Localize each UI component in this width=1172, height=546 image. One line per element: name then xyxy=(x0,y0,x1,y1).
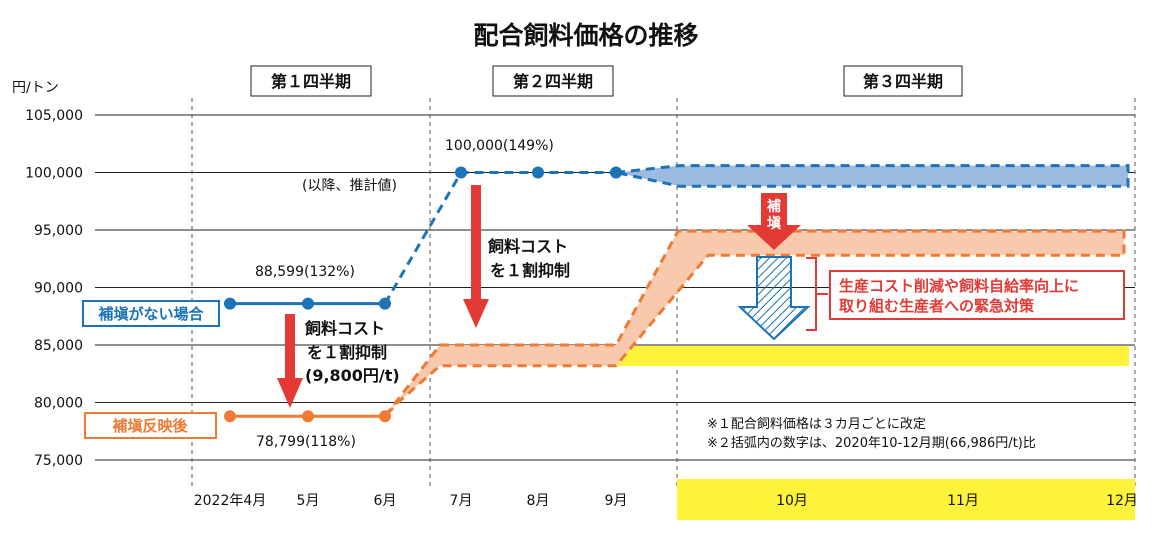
subsidy-arrow-label-2: 塡 xyxy=(767,215,782,232)
data-point-no-subsidy xyxy=(610,166,622,179)
band-subsidy xyxy=(383,229,1126,418)
point-label-subsidy: 78,799(118%) xyxy=(256,434,356,450)
subsidy-arrow xyxy=(747,193,801,250)
y-axis-label: 円/トン xyxy=(12,80,59,96)
x-tick-label: 7月 xyxy=(450,493,473,509)
x-tick-label: 8月 xyxy=(527,493,550,509)
legend-no-subsidy: 補塡がない場合 xyxy=(82,300,220,327)
data-point-subsidy xyxy=(224,410,236,423)
quarter-header-label: 第１四半期 xyxy=(271,72,351,91)
data-point-no-subsidy xyxy=(224,297,236,310)
series-line-no-subsidy-estimate xyxy=(383,171,616,305)
y-tick-label: 100,000 xyxy=(25,166,83,182)
data-point-no-subsidy xyxy=(455,166,467,179)
emergency-box xyxy=(829,270,1125,320)
band-no-subsidy-q3 xyxy=(615,164,1130,188)
x-tick-label: 2022年4月 xyxy=(194,493,267,509)
y-axis-ticks: 105,000 100,000 95,000 90,000 85,000 80,000 75… xyxy=(25,108,83,469)
quarter-header-label: 第２四半期 xyxy=(513,72,593,91)
note-1: ※１配合飼料価格は３カ月ごとに改定 xyxy=(707,416,926,432)
point-label-no-subsidy: 88,599(132%) xyxy=(255,264,355,280)
arrow-q1-text-2: を１割抑制 xyxy=(307,343,387,362)
arrow-q1-text-3: (9,800円/t) xyxy=(305,366,400,385)
y-tick-label: 95,000 xyxy=(34,223,83,239)
quarter-header-box xyxy=(492,65,614,97)
series-points xyxy=(224,166,622,423)
arrow-q1-text-1: 飼料コスト xyxy=(304,319,385,338)
data-point-no-subsidy xyxy=(302,297,314,310)
y-tick-label: 85,000 xyxy=(34,338,83,354)
x-tick-label: 9月 xyxy=(605,493,628,509)
q3-axis-highlight xyxy=(677,479,1135,520)
note-2: ※２括弧内の数字は、2020年10-12月期(66,986円/t)比 xyxy=(707,435,1036,451)
emergency-bracket xyxy=(806,257,828,331)
x-tick-label: 5月 xyxy=(297,493,320,509)
y-tick-label: 80,000 xyxy=(34,396,83,412)
data-point-no-subsidy xyxy=(532,166,544,179)
arrow-q1-cost-reduction xyxy=(277,314,303,408)
emergency-text-2: 取り組む生産者への緊急対策 xyxy=(839,297,1035,315)
emergency-measure-arrow xyxy=(737,256,811,341)
data-point-subsidy xyxy=(302,410,314,423)
arrow-q2-text-2: を１割抑制 xyxy=(490,261,570,280)
point-label-july: 100,000(149%) xyxy=(445,138,554,154)
x-tick-label: 11月 xyxy=(947,493,979,509)
target-band xyxy=(617,346,1129,366)
x-axis-ticks: 2022年4月 5月 6月 7月 8月 9月 10月 11月 12月 xyxy=(194,493,1138,509)
quarter-header-box xyxy=(250,65,372,97)
quarter-header-box xyxy=(843,65,963,97)
x-tick-label: 12月 xyxy=(1106,493,1138,509)
data-point-subsidy xyxy=(379,410,391,423)
emergency-text-1: 生産コスト削減や飼料自給率向上に xyxy=(839,277,1079,295)
arrow-q2-text-1: 飼料コスト xyxy=(487,237,568,256)
legend-subsidy-label: 補塡反映後 xyxy=(111,417,188,435)
y-tick-label: 105,000 xyxy=(25,108,83,124)
x-tick-label: 6月 xyxy=(374,493,397,509)
estimate-bands xyxy=(383,164,1135,520)
quarter-header-label: 第３四半期 xyxy=(863,72,943,91)
y-tick-label: 75,000 xyxy=(34,453,83,469)
legend-no-subsidy-label: 補塡がない場合 xyxy=(97,305,204,323)
legend-subsidy: 補塡反映後 xyxy=(84,412,217,439)
data-point-no-subsidy xyxy=(379,297,391,310)
subsidy-arrow-label-1: 補 xyxy=(766,198,781,215)
estimated-note: (以降、推計値) xyxy=(302,178,397,194)
y-tick-label: 90,000 xyxy=(34,281,83,297)
x-tick-label: 10月 xyxy=(776,493,808,509)
arrow-q2-cost-reduction xyxy=(463,185,489,328)
chart-title: 配合飼料価格の推移 xyxy=(473,21,698,50)
quarter-headers: 第１四半期 第２四半期 第３四半期 xyxy=(250,65,963,97)
